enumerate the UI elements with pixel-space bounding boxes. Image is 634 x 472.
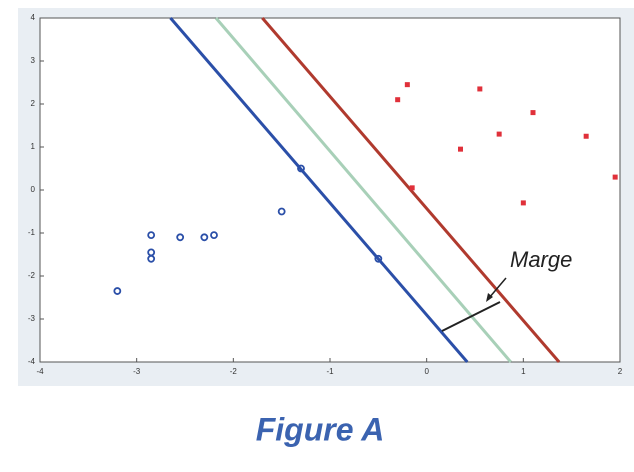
caption: Figure A	[256, 411, 385, 447]
y-tick-label: 0	[31, 185, 36, 194]
x-tick-label: -1	[326, 367, 334, 376]
point	[113, 287, 122, 295]
point	[409, 185, 415, 191]
y-tick-label: 4	[31, 13, 36, 22]
boundary-line	[214, 17, 512, 363]
point	[210, 231, 218, 240]
boundary-line	[169, 17, 469, 363]
point	[520, 200, 526, 206]
y-tick-label: -4	[28, 357, 36, 366]
point	[147, 254, 156, 263]
x-tick-label: 0	[424, 367, 429, 376]
point	[147, 231, 156, 240]
point	[612, 174, 618, 180]
y-tick-label: 2	[31, 99, 36, 108]
y-tick-label: -1	[28, 228, 36, 237]
x-tick-label: -2	[230, 367, 238, 376]
point	[530, 110, 536, 116]
point	[404, 82, 410, 88]
point	[477, 86, 483, 92]
annotation: Marge	[510, 247, 572, 272]
point	[200, 233, 209, 242]
point	[374, 254, 383, 263]
x-tick-label: 2	[618, 367, 623, 376]
point	[496, 131, 502, 137]
point	[583, 133, 589, 139]
y-tick-label: -3	[28, 314, 36, 323]
y-tick-label: 1	[31, 142, 36, 151]
point	[297, 164, 305, 173]
y-tick-label: -2	[28, 271, 36, 280]
x-tick-label: 1	[521, 367, 526, 376]
point	[277, 207, 286, 216]
plot-area	[39, 17, 621, 363]
plot	[113, 17, 618, 363]
x-tick-label: -4	[36, 367, 44, 376]
point	[176, 233, 185, 242]
point	[458, 146, 463, 152]
arrow	[488, 277, 507, 299]
margin-segment	[441, 301, 501, 332]
x-tick-label: -3	[133, 367, 141, 376]
arrow-head	[486, 293, 493, 302]
point	[395, 97, 401, 103]
y-tick-label: 3	[31, 56, 36, 65]
